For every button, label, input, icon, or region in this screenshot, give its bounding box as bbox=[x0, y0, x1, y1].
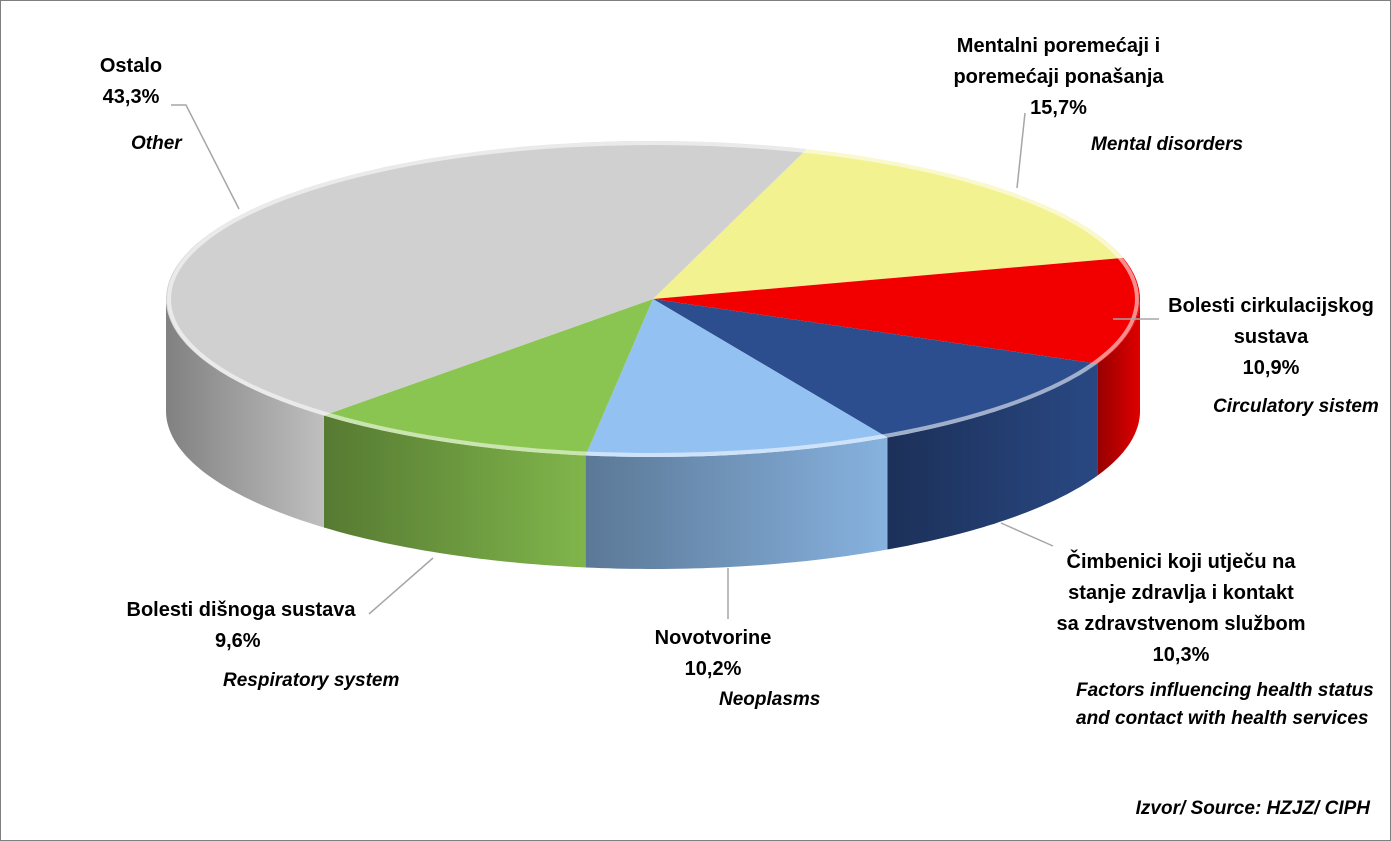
label-respiratory-line1: Bolesti dišnoga sustava bbox=[126, 599, 356, 621]
english-respiratory: Respiratory system bbox=[223, 667, 399, 695]
pie-rim bbox=[167, 141, 1139, 457]
label-mental-disorders: Mentalni poremećaji i poremećaji ponašan… bbox=[931, 31, 1186, 124]
english-mental-disorders: Mental disorders bbox=[1091, 131, 1243, 159]
slice-side-3 bbox=[585, 437, 888, 569]
slice-side-1 bbox=[1097, 299, 1140, 476]
label-circulatory-line2: sustava bbox=[1233, 326, 1309, 348]
label-other-pct: 43,3% bbox=[102, 86, 160, 108]
label-circulatory-line1: Bolesti cirkulacijskog bbox=[1168, 295, 1374, 317]
label-factors-line1: Čimbenici koji utječu na bbox=[1066, 551, 1296, 573]
label-circulatory-pct: 10,9% bbox=[1242, 357, 1300, 379]
english-mental-disorders-line1: Mental disorders bbox=[1091, 134, 1244, 155]
slice-top-5 bbox=[166, 141, 807, 416]
slice-top-2 bbox=[653, 299, 1098, 438]
leader-line-4 bbox=[368, 557, 434, 615]
english-neoplasms: Neoplasms bbox=[719, 686, 820, 714]
label-respiratory: Bolesti dišnoga sustava 9,6% bbox=[111, 595, 371, 657]
label-factors-pct: 10,3% bbox=[1152, 644, 1210, 666]
slice-side-4 bbox=[323, 415, 586, 568]
leader-line-0 bbox=[1016, 112, 1026, 189]
english-factors-line1: Factors influencing health status bbox=[1076, 680, 1374, 701]
slice-top-0 bbox=[653, 149, 1124, 299]
english-circulatory: Circulatory sistem bbox=[1213, 393, 1379, 421]
english-neoplasms-line1: Neoplasms bbox=[719, 689, 821, 710]
leader-line-5 bbox=[171, 104, 240, 210]
label-neoplasms: Novotvorine 10,2% bbox=[613, 623, 813, 685]
label-neoplasms-pct: 10,2% bbox=[684, 658, 742, 680]
label-neoplasms-line1: Novotvorine bbox=[654, 627, 772, 649]
english-factors: Factors influencing health status and co… bbox=[1076, 677, 1374, 733]
english-other-line1: Other bbox=[131, 133, 182, 154]
leader-line-2 bbox=[1000, 522, 1054, 547]
label-factors-line2: stanje zdravlja i kontakt bbox=[1068, 582, 1294, 604]
label-mental-disorders-line2: poremećaji ponašanja bbox=[953, 66, 1164, 88]
slice-top-3 bbox=[585, 299, 888, 457]
label-mental-disorders-pct: 15,7% bbox=[1030, 97, 1087, 119]
label-factors: Čimbenici koji utječu na stanje zdravlja… bbox=[1031, 547, 1331, 671]
source-note: Izvor/ Source: HZJZ/ CIPH bbox=[1135, 798, 1370, 819]
slice-side-2 bbox=[887, 363, 1098, 550]
slice-top-1 bbox=[653, 257, 1140, 364]
label-respiratory-pct: 9,6% bbox=[215, 630, 261, 652]
label-factors-line3: sa zdravstvenom službom bbox=[1056, 613, 1306, 635]
english-factors-line2: and contact with health services bbox=[1076, 708, 1369, 729]
label-mental-disorders-line1: Mentalni poremećaji i bbox=[956, 35, 1161, 57]
label-other-line1: Ostalo bbox=[99, 55, 163, 77]
label-circulatory: Bolesti cirkulacijskog sustava 10,9% bbox=[1151, 291, 1390, 384]
label-other: Ostalo 43,3% bbox=[81, 51, 181, 113]
english-circulatory-line1: Circulatory sistem bbox=[1213, 396, 1379, 417]
english-respiratory-line1: Respiratory system bbox=[223, 670, 400, 691]
english-other: Other bbox=[131, 130, 182, 158]
slice-top-4 bbox=[323, 299, 653, 456]
slice-side-5 bbox=[166, 299, 324, 528]
